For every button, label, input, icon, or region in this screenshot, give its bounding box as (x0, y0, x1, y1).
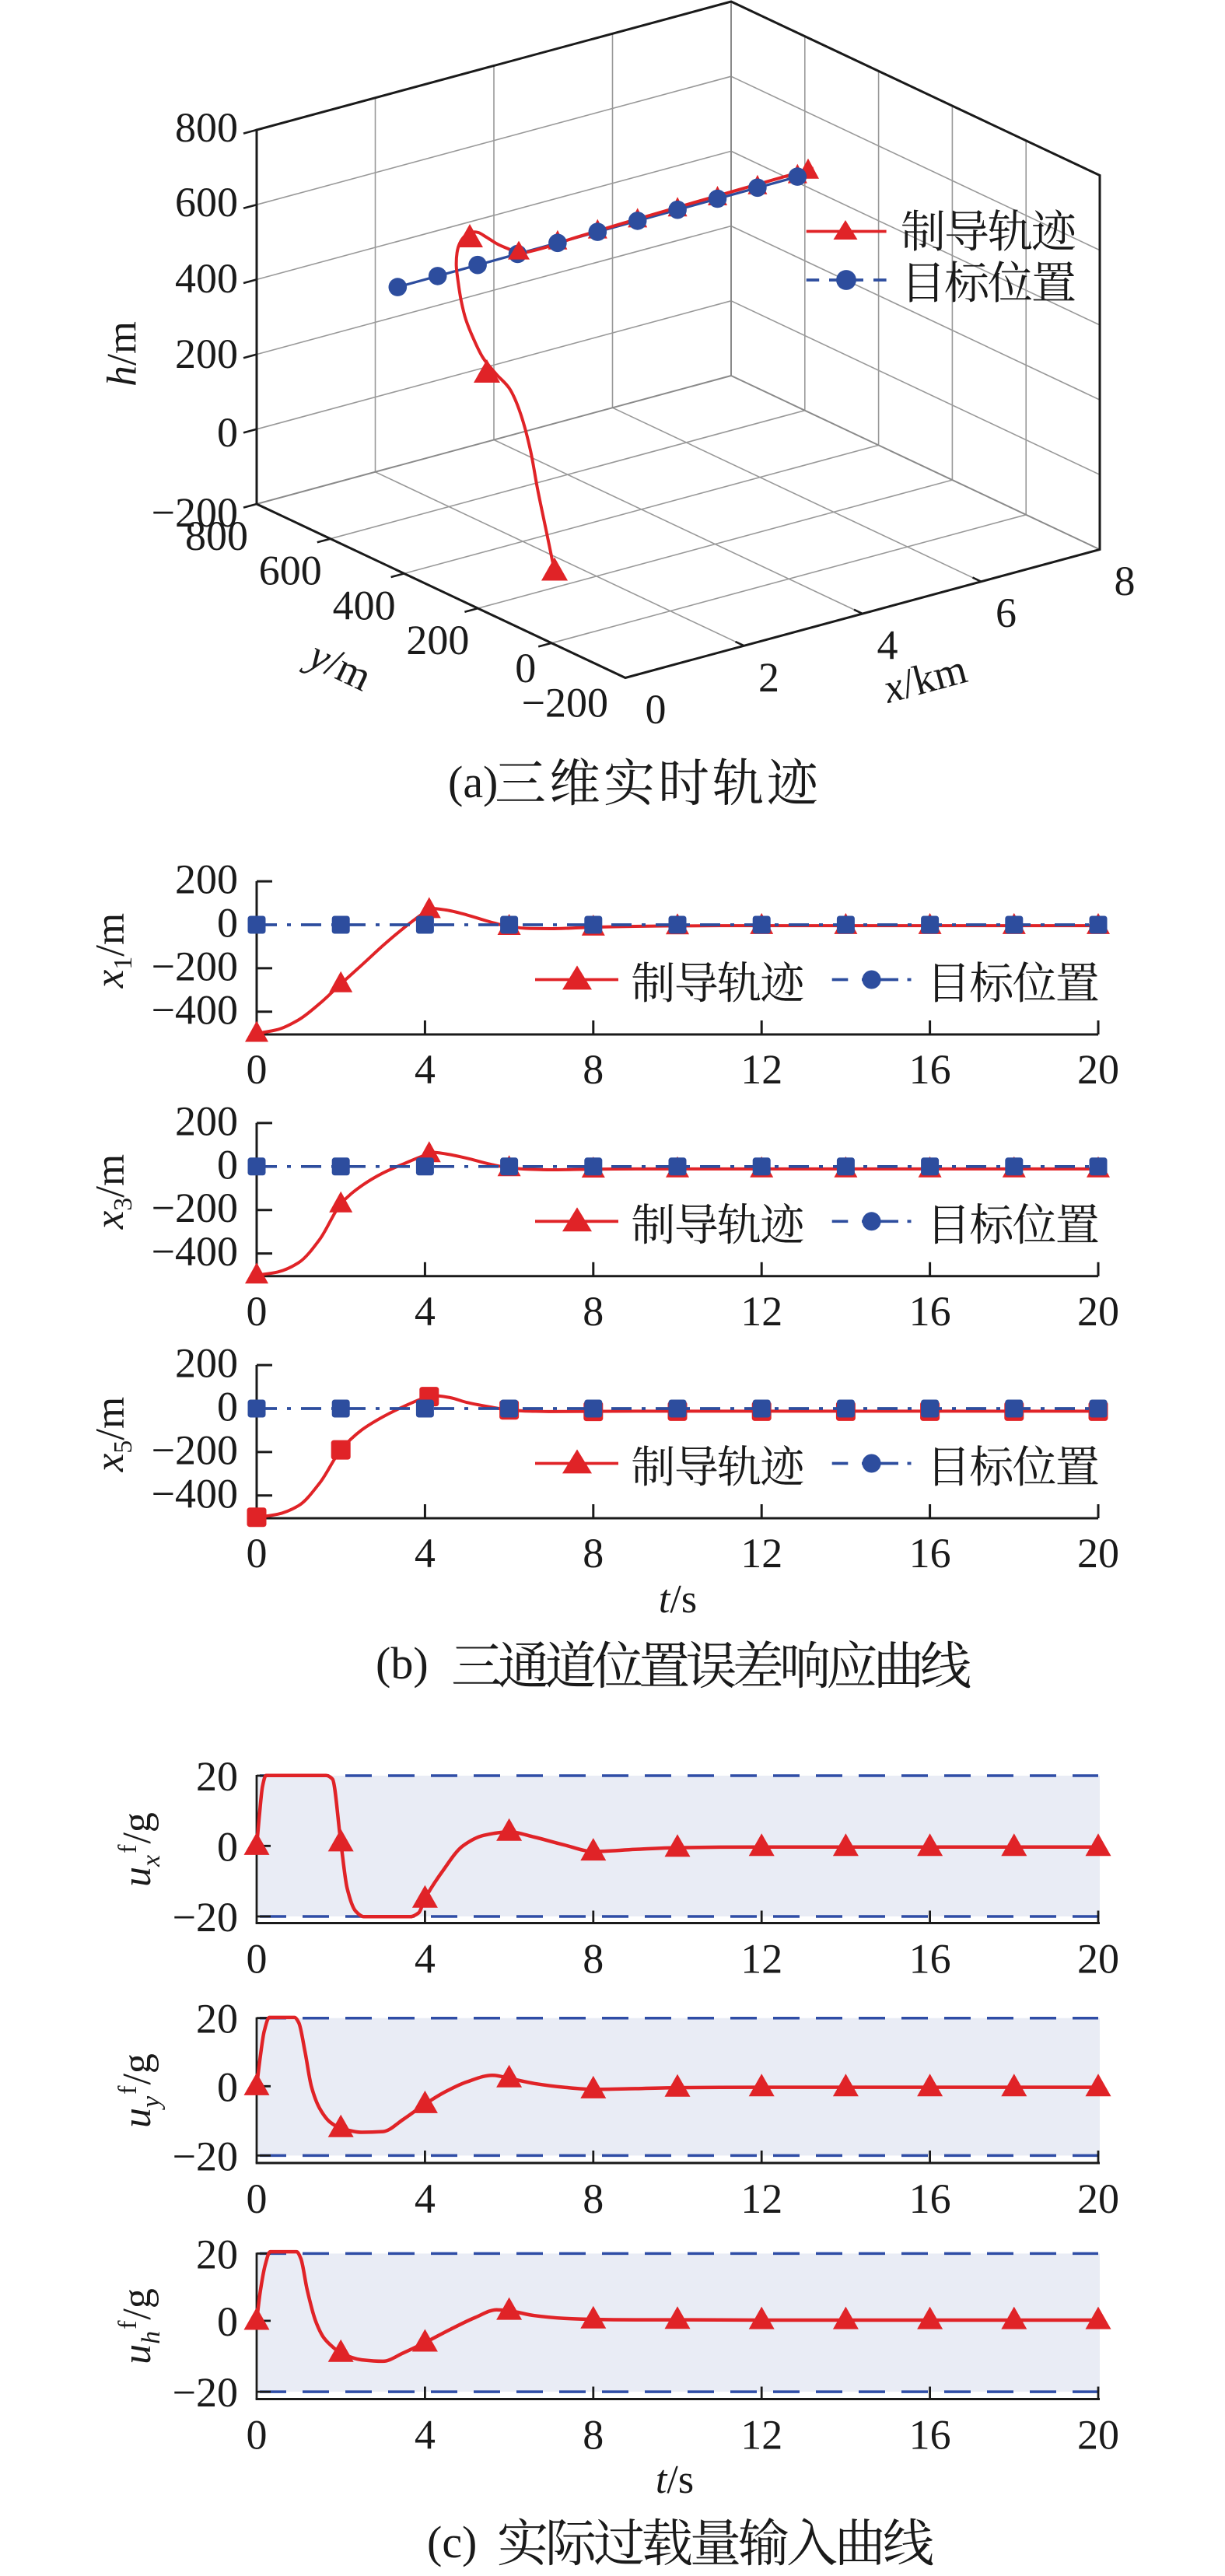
svg-text:0: 0 (217, 1141, 238, 1188)
svg-text:4: 4 (415, 2175, 436, 2222)
svg-text:4: 4 (415, 1936, 436, 1983)
svg-text:0: 0 (217, 1384, 238, 1430)
svg-text:uxf/g: uxf/g (114, 1812, 166, 1887)
svg-text:x1/m: x1/m (87, 913, 138, 989)
svg-text:8: 8 (583, 1530, 604, 1577)
svg-text:12: 12 (740, 1288, 782, 1335)
svg-text:20: 20 (1077, 2412, 1119, 2459)
svg-text:x3/m: x3/m (87, 1154, 138, 1230)
svg-text:0: 0 (247, 1288, 268, 1335)
svg-text:20: 20 (1077, 1046, 1119, 1093)
svg-text:uhf/g: uhf/g (114, 2288, 166, 2364)
svg-text:12: 12 (740, 1936, 782, 1983)
svg-text:−400: −400 (152, 986, 238, 1033)
svg-text:4: 4 (877, 622, 898, 669)
svg-text:uyf/g: uyf/g (114, 2053, 166, 2128)
svg-text:8: 8 (583, 2175, 604, 2222)
svg-text:400: 400 (333, 582, 396, 628)
svg-text:20: 20 (1077, 1936, 1119, 1983)
svg-text:16: 16 (909, 2412, 951, 2459)
svg-text:12: 12 (740, 1530, 782, 1577)
svg-text:20: 20 (196, 1753, 238, 1800)
svg-text:20: 20 (1077, 2175, 1119, 2222)
svg-text:−20: −20 (173, 2133, 238, 2179)
svg-text:−200: −200 (152, 1185, 238, 1231)
svg-text:16: 16 (909, 1046, 951, 1093)
svg-text:12: 12 (740, 1046, 782, 1093)
svg-text:800: 800 (175, 104, 238, 151)
svg-text:−20: −20 (173, 1894, 238, 1941)
svg-text:0: 0 (247, 2175, 268, 2222)
svg-text:−200: −200 (152, 943, 238, 989)
svg-text:−20: −20 (173, 2369, 238, 2416)
svg-text:8: 8 (583, 1288, 604, 1335)
svg-text:16: 16 (909, 1936, 951, 1983)
svg-text:200: 200 (175, 1340, 238, 1387)
svg-text:600: 600 (175, 179, 238, 226)
svg-text:0: 0 (217, 900, 238, 947)
svg-text:−200: −200 (522, 680, 608, 726)
svg-text:0: 0 (247, 1936, 268, 1983)
svg-text:x5/m: x5/m (87, 1397, 138, 1472)
svg-text:−200: −200 (152, 1426, 238, 1473)
svg-text:−400: −400 (152, 1228, 238, 1275)
svg-text:t/s: t/s (656, 2458, 694, 2502)
svg-text:8: 8 (583, 2412, 604, 2459)
svg-text:8: 8 (583, 1046, 604, 1093)
svg-text:8: 8 (583, 1936, 604, 1983)
svg-text:−200: −200 (152, 489, 238, 536)
svg-text:20: 20 (1077, 1530, 1119, 1577)
svg-text:2: 2 (758, 654, 779, 701)
svg-text:200: 200 (406, 617, 469, 663)
svg-text:(a): (a) (448, 757, 498, 807)
svg-text:0: 0 (247, 2412, 268, 2459)
svg-text:12: 12 (740, 2175, 782, 2222)
svg-text:400: 400 (175, 255, 238, 302)
svg-text:4: 4 (415, 1530, 436, 1577)
svg-text:6: 6 (996, 590, 1017, 636)
svg-text:−400: −400 (152, 1470, 238, 1517)
svg-text:0: 0 (646, 686, 667, 733)
svg-text:20: 20 (196, 2231, 238, 2277)
svg-text:0: 0 (247, 1530, 268, 1577)
svg-text:x/km: x/km (877, 646, 971, 712)
svg-text:0: 0 (515, 645, 536, 691)
svg-text:800: 800 (185, 513, 248, 559)
svg-text:200: 200 (175, 856, 238, 903)
svg-text:4: 4 (415, 1046, 436, 1093)
svg-text:4: 4 (415, 2412, 436, 2459)
svg-text:4: 4 (415, 1288, 436, 1335)
svg-text:16: 16 (909, 1288, 951, 1335)
svg-text:16: 16 (909, 1530, 951, 1577)
svg-text:200: 200 (175, 1097, 238, 1144)
svg-text:200: 200 (175, 331, 238, 377)
svg-text:20: 20 (196, 1996, 238, 2042)
svg-text:16: 16 (909, 2175, 951, 2222)
svg-text:0: 0 (217, 1823, 238, 1870)
svg-text:h/m: h/m (99, 321, 145, 387)
svg-text:0: 0 (217, 409, 238, 456)
svg-text:0: 0 (217, 2063, 238, 2110)
svg-text:0: 0 (217, 2298, 238, 2345)
svg-text:600: 600 (259, 548, 322, 594)
svg-text:20: 20 (1077, 1288, 1119, 1335)
svg-text:(c): (c) (427, 2517, 477, 2567)
svg-text:0: 0 (247, 1046, 268, 1093)
svg-text:(b): (b) (376, 1638, 429, 1689)
svg-text:8: 8 (1115, 558, 1136, 604)
svg-text:12: 12 (740, 2412, 782, 2459)
svg-text:t/s: t/s (659, 1577, 697, 1622)
